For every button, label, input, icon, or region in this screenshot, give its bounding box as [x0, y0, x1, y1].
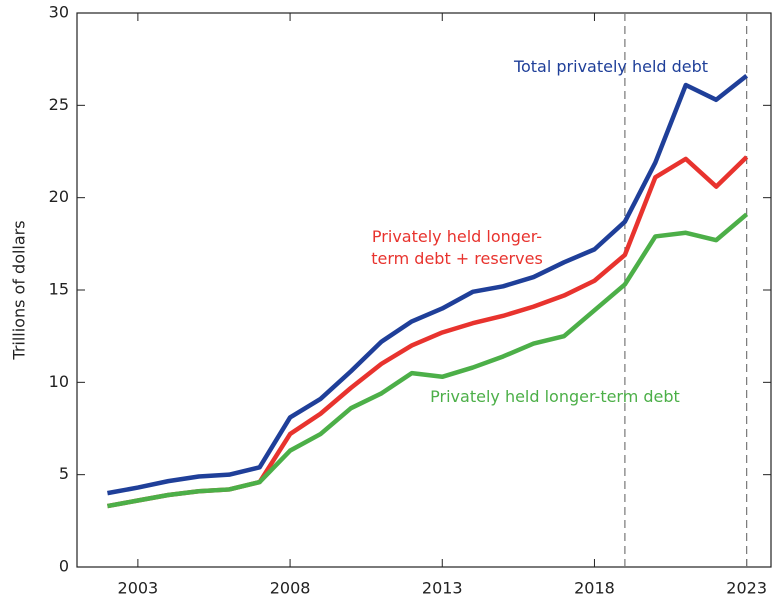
x-tick-label: 2013 — [422, 579, 463, 598]
series-label: Total privately held debt — [513, 57, 709, 76]
y-tick-label: 20 — [49, 187, 69, 206]
y-tick-label: 25 — [49, 95, 69, 114]
series-label-text: Total privately held debt — [513, 57, 709, 76]
series-label: Privately held longer-term debt + reserv… — [371, 227, 543, 268]
series-label-text: Privately held longer-term debt — [430, 387, 680, 406]
y-axis-label: Trillions of dollars — [10, 220, 29, 360]
series-label-text: Privately held longer-term debt + reserv… — [371, 227, 543, 268]
x-tick-label: 2018 — [574, 579, 615, 598]
series-line — [107, 212, 749, 509]
series-line — [107, 74, 749, 496]
y-tick-label: 15 — [49, 280, 69, 299]
x-tick-label: 2008 — [270, 579, 311, 598]
y-tick-label: 10 — [49, 372, 69, 391]
series-label: Privately held longer-term debt — [430, 387, 680, 406]
y-tick-label: 30 — [49, 3, 69, 22]
y-tick-label: 0 — [59, 557, 69, 576]
x-tick-label: 2023 — [726, 579, 767, 598]
series-line — [107, 155, 749, 509]
x-tick-label: 2003 — [118, 579, 159, 598]
y-tick-label: 5 — [59, 464, 69, 483]
